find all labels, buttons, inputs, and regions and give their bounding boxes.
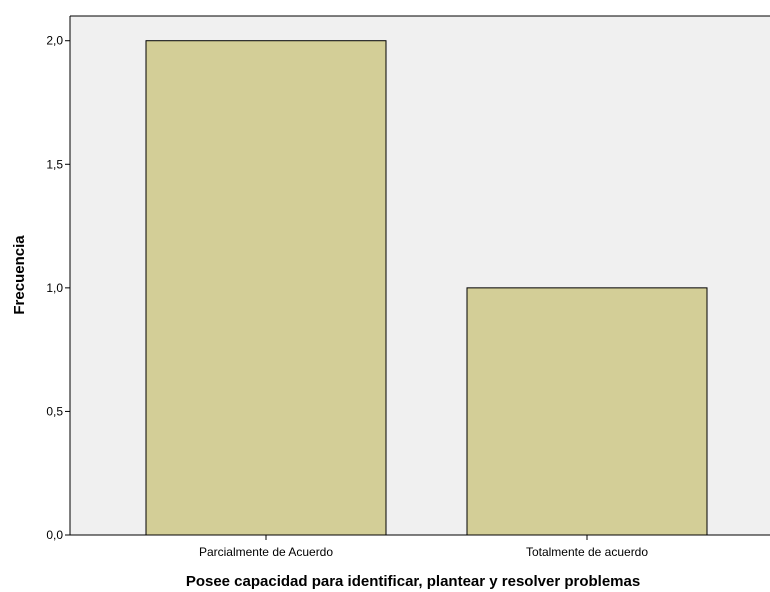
y-tick-label: 2,0 — [46, 34, 63, 48]
y-tick-label: 0,5 — [46, 404, 63, 418]
x-category-label: Parcialmente de Acuerdo — [199, 545, 333, 559]
x-axis-title: Posee capacidad para identificar, plante… — [186, 573, 640, 590]
y-axis-title: Frecuencia — [11, 235, 28, 315]
y-tick-label: 1,0 — [46, 281, 63, 295]
y-tick-label: 0,0 — [46, 528, 63, 542]
x-ticks-group: Parcialmente de Acuerdo Totalmente de acu… — [199, 535, 648, 559]
bar-0 — [145, 40, 387, 536]
bars-group — [145, 40, 708, 536]
bar-1 — [466, 287, 708, 536]
x-category-label: Totalmente de acuerdo — [526, 545, 648, 559]
y-tick-label: 1,5 — [46, 157, 63, 171]
y-ticks-group: 0,0 0,5 1,0 1,5 2,0 — [46, 34, 70, 542]
